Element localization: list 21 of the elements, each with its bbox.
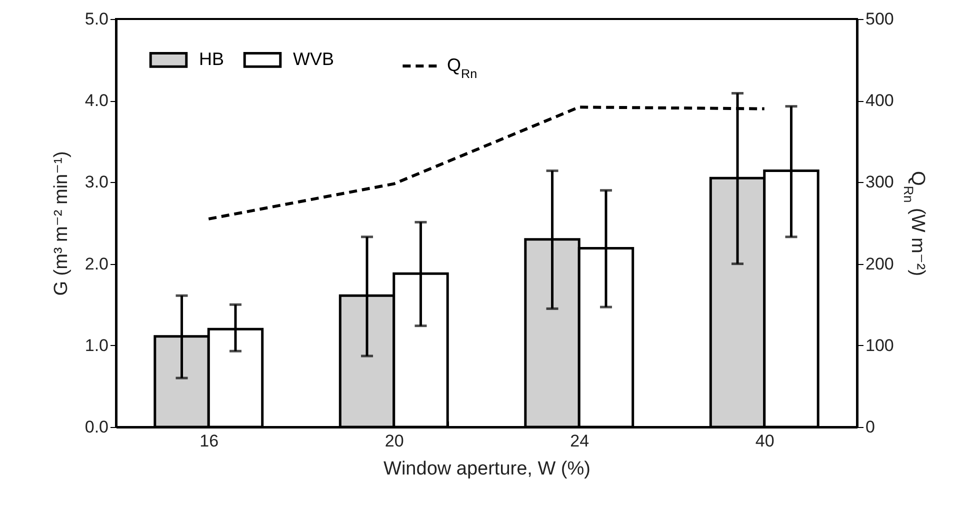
legend-label: Q$_{Rn}$: [447, 55, 478, 81]
y-tick-label: 0.0: [84, 418, 108, 436]
x-axis-title: Window aperture, W (%): [384, 458, 590, 480]
y-tick-label: 1.0: [84, 336, 108, 355]
y2-tick-label: 500: [866, 10, 894, 28]
x-tick-label: 24: [570, 432, 590, 450]
x-tick-label: 16: [200, 432, 219, 450]
y-tick-label: 3.0: [84, 172, 108, 192]
y-tick-label: 2.0: [84, 254, 108, 274]
y2-tick-label: 400: [866, 91, 894, 110]
x-tick-label: 20: [384, 432, 404, 450]
legend-label: HB: [199, 48, 224, 69]
x-tick-label: 40: [755, 432, 774, 450]
y2-tick-label: 300: [866, 172, 894, 192]
y2-tick-label: 200: [866, 254, 894, 274]
y-axis-title: G (m³ m⁻² min⁻¹): [50, 151, 72, 296]
legend-label: WVB: [293, 48, 334, 69]
y2-tick-label: 100: [866, 336, 894, 355]
y-tick-label: 5.0: [84, 10, 108, 28]
y2-tick-label: 0: [866, 418, 875, 436]
y-tick-label: 4.0: [84, 91, 108, 110]
